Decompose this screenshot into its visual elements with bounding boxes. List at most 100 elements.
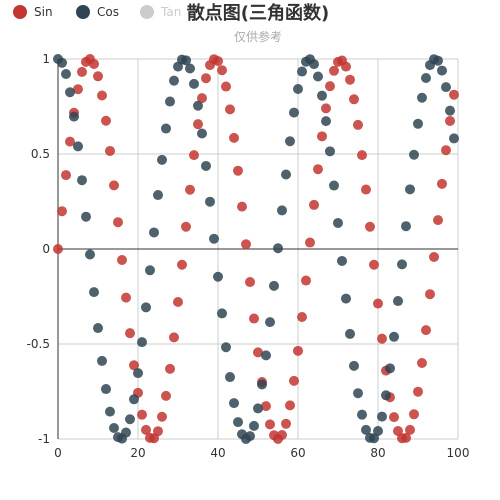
x-tick-label: 40 (210, 446, 225, 460)
legend-item-tan[interactable]: Tan (140, 5, 181, 19)
sin-point (373, 298, 383, 309)
cos-point (245, 431, 255, 442)
sin-point (433, 215, 443, 226)
sin-point (297, 312, 307, 323)
cos-point (121, 427, 131, 438)
sin-point (113, 217, 123, 228)
sin-point (365, 221, 375, 232)
cos-point (65, 87, 75, 98)
sin-point (285, 400, 295, 411)
cos-point (325, 146, 335, 157)
cos-point (217, 308, 227, 319)
cos-point (181, 55, 191, 66)
cos-point (61, 69, 71, 80)
sin-point (53, 244, 63, 254)
data-points (53, 54, 459, 444)
cos-point (309, 59, 319, 70)
sin-point (353, 119, 363, 130)
sin-point (429, 251, 439, 262)
sin-point (57, 206, 67, 217)
cos-point (373, 426, 383, 437)
cos-point (405, 184, 415, 195)
cos-point (73, 141, 83, 152)
cos-point (165, 96, 175, 107)
cos-point (273, 243, 283, 254)
sin-point (89, 58, 99, 69)
legend-item-sin[interactable]: Sin (13, 5, 53, 19)
sin-point (193, 119, 203, 130)
y-tick-label: -1 (38, 432, 50, 446)
cos-point (201, 160, 211, 171)
sin-point (237, 201, 247, 212)
sin-point (169, 332, 179, 343)
chart-title: 散点图(三角函数) (187, 2, 329, 24)
sin-point (437, 178, 447, 189)
sin-point (165, 363, 175, 374)
sin-point (97, 90, 107, 101)
legend-label: Tan (160, 5, 181, 19)
sin-point (277, 430, 287, 441)
cos-point (257, 379, 267, 390)
cos-point (185, 63, 195, 74)
cos-point (449, 133, 459, 144)
x-tick-label: 20 (130, 446, 145, 460)
y-tick-label: 1 (42, 52, 50, 66)
cos-point (357, 409, 367, 420)
cos-point (401, 221, 411, 232)
cos-point (77, 175, 87, 186)
cos-point (169, 75, 179, 86)
legend-label: Sin (34, 5, 53, 19)
sin-point (329, 65, 339, 76)
sin-point (425, 289, 435, 300)
legend-item-cos[interactable]: Cos (76, 5, 119, 19)
sin-point (369, 259, 379, 270)
cos-point (125, 414, 135, 425)
sin-point (405, 424, 415, 435)
sin-point (153, 426, 163, 437)
sin-point (137, 409, 147, 420)
sin-point (173, 297, 183, 308)
sin-point (93, 71, 103, 82)
cos-point (213, 271, 223, 282)
cos-point (137, 337, 147, 348)
cos-point (385, 363, 395, 374)
cos-point (261, 350, 271, 361)
sin-point (213, 56, 223, 67)
cos-point (157, 154, 167, 165)
cos-point (57, 57, 67, 68)
x-tick-label: 100 (447, 446, 470, 460)
legend[interactable]: Sin Cos Tan (13, 5, 181, 19)
cos-point (353, 388, 363, 399)
sin-point (325, 81, 335, 92)
chart-subtitle: 仅供参考 (234, 29, 282, 44)
cos-point (345, 328, 355, 339)
cos-point (417, 92, 427, 103)
sin-point (253, 347, 263, 358)
sin-point (409, 409, 419, 420)
sin-point (361, 184, 371, 195)
sin-point (105, 145, 115, 156)
cos-point (141, 302, 151, 313)
sin-point (265, 419, 275, 430)
cos-point (281, 169, 291, 180)
sin-point (349, 94, 359, 105)
sin-point (177, 259, 187, 270)
sin-point (225, 104, 235, 115)
cos-point (193, 100, 203, 111)
cos-point (409, 149, 419, 160)
sin-point (101, 115, 111, 126)
sin-point (249, 313, 259, 324)
cos-point (333, 217, 343, 228)
sin-point (401, 432, 411, 443)
cos-point (285, 136, 295, 147)
sin-point (445, 115, 455, 126)
cos-point (129, 394, 139, 405)
cos-point (149, 227, 159, 238)
sin-point (201, 73, 211, 84)
cos-point (421, 73, 431, 83)
cos-point (225, 372, 235, 383)
cos-point (277, 205, 287, 216)
cos-point (133, 368, 143, 379)
cos-point (441, 82, 451, 93)
